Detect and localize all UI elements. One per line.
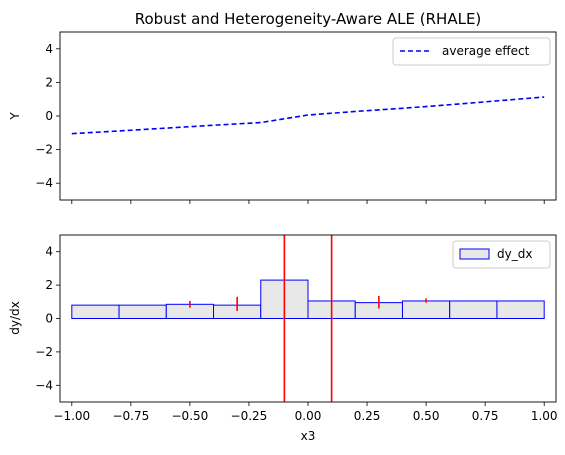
top-y-ticks: 4 2 0 −2 −4 [35, 42, 60, 190]
bottom-x-tick-label: 0.50 [413, 409, 440, 423]
bar [401, 300, 451, 319]
legend-swatch-dy-dx [459, 248, 490, 260]
top-y-tick-label: 0 [45, 109, 53, 123]
bottom-x-tick-label: −0.25 [231, 409, 268, 423]
bottom-x-tick-label: −1.00 [53, 409, 90, 423]
bottom-panel: 4 2 0 −2 −4 −1.00 −0.75 −0.50 −0.25 0.00 0.25 0.50… [8, 234, 558, 443]
bottom-x-tick-label: 0.00 [295, 409, 322, 423]
bar [71, 304, 120, 320]
bottom-legend-box [452, 240, 551, 269]
bottom-x-tick-label: −0.75 [112, 409, 149, 423]
top-panel: Robust and Heterogeneity-Aware ALE (RHAL… [8, 10, 557, 204]
bottom-y-ticks: 4 2 0 −2 −4 [35, 245, 60, 392]
top-legend-box [392, 37, 551, 66]
bar [118, 304, 167, 320]
legend-label-dy-dx: dy_dx [497, 247, 532, 261]
bottom-x-axis-label: x3 [301, 429, 316, 443]
bar [449, 300, 498, 319]
bottom-x-tick-label: 0.75 [472, 409, 499, 423]
bottom-y-tick-label: 4 [45, 245, 53, 259]
bottom-y-tick-label: −4 [35, 378, 53, 392]
top-y-tick-label: −2 [35, 143, 53, 157]
legend-label-average-effect: average effect [442, 44, 530, 58]
bar [496, 300, 545, 319]
top-y-axis-label: Y [8, 112, 22, 121]
bottom-x-ticks: −1.00 −0.75 −0.50 −0.25 0.00 0.25 0.50 0.75 1.00 [53, 402, 558, 423]
series-line-average-effect [71, 96, 545, 135]
top-plot-area [71, 96, 545, 135]
bottom-plot-area [71, 235, 545, 402]
bottom-x-tick-label: 0.25 [354, 409, 381, 423]
top-y-tick-label: −4 [35, 176, 53, 190]
bottom-x-tick-label: 1.00 [531, 409, 558, 423]
top-x-ticks [71, 200, 545, 204]
bottom-legend: dy_dx [452, 240, 551, 269]
chart-title: Robust and Heterogeneity-Aware ALE (RHAL… [135, 10, 482, 28]
top-y-tick-label: 2 [45, 75, 53, 89]
bottom-y-tick-label: 0 [45, 312, 53, 326]
bottom-y-tick-label: 2 [45, 278, 53, 292]
bottom-y-axis-label: dy/dx [8, 301, 22, 334]
bottom-y-tick-label: −2 [35, 345, 53, 359]
top-legend: average effect [392, 37, 551, 66]
top-y-tick-label: 4 [45, 42, 53, 56]
bottom-x-tick-label: −0.50 [172, 409, 209, 423]
